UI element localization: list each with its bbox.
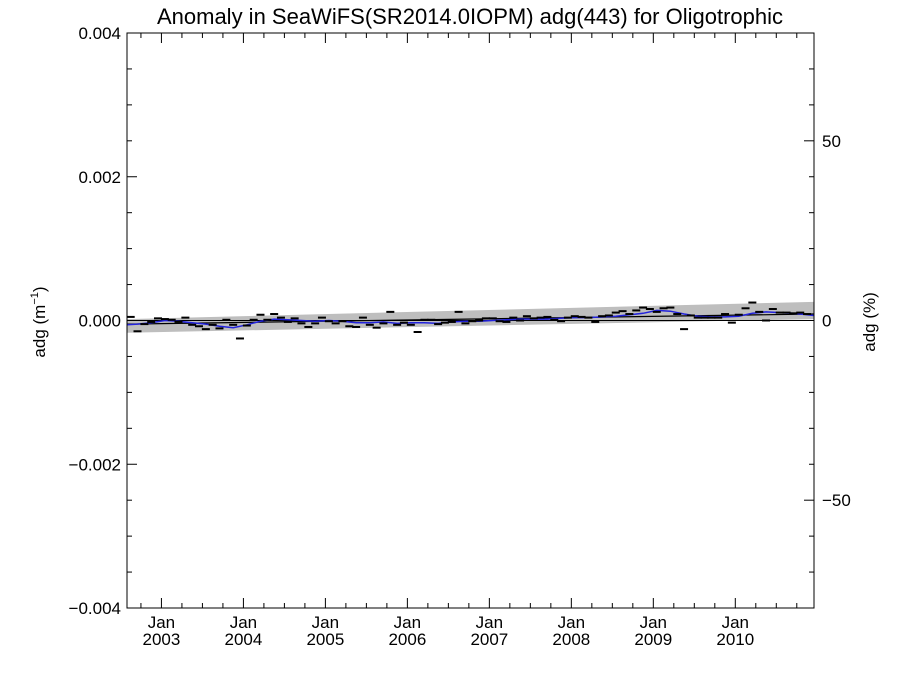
y2-tick-label: 0 [822,312,831,331]
y-tick-label: 0.000 [78,312,121,331]
y-tick-label: 0.002 [78,168,121,187]
y2-tick-label: 50 [822,132,841,151]
x-tick-label-month: Jan [230,613,257,632]
x-tick-label-month: Jan [394,613,421,632]
x-tick-label-month: Jan [312,613,339,632]
x-tick-label-year: 2007 [470,630,508,649]
x-tick-label-month: Jan [476,613,503,632]
x-tick-label-year: 2009 [634,630,672,649]
y-axis-label-close: ) [30,286,49,292]
chart-title: Anomaly in SeaWiFS(SR2014.0IOPM) adg(443… [157,4,783,29]
x-tick-label-month: Jan [148,613,175,632]
y-tick-label: −0.004 [69,599,121,618]
y-tick-label: 0.004 [78,24,121,43]
y2-tick-label: −50 [822,491,851,510]
plot-area [127,301,814,340]
x-tick-label-year: 2003 [143,630,181,649]
x-tick-label-year: 2004 [224,630,262,649]
x-tick-label-year: 2006 [388,630,426,649]
x-tick-label-month: Jan [722,613,749,632]
y2-axis-label: adg (%) [860,292,879,352]
y-axis-label: adg (m−1) [29,286,49,357]
x-tick-label-year: 2005 [306,630,344,649]
plot-layer: 0.0040.0020.000−0.002−0.004500−50Jan2003… [69,24,851,649]
x-tick-label-year: 2010 [716,630,754,649]
x-tick-label-month: Jan [558,613,585,632]
y-axis-label-base: adg (m [30,305,49,358]
y-tick-label: −0.002 [69,455,121,474]
confidence-band [127,301,814,333]
x-tick-label-year: 2008 [552,630,590,649]
y-axis-label-exponent: −1 [29,292,41,305]
x-tick-label-month: Jan [640,613,667,632]
